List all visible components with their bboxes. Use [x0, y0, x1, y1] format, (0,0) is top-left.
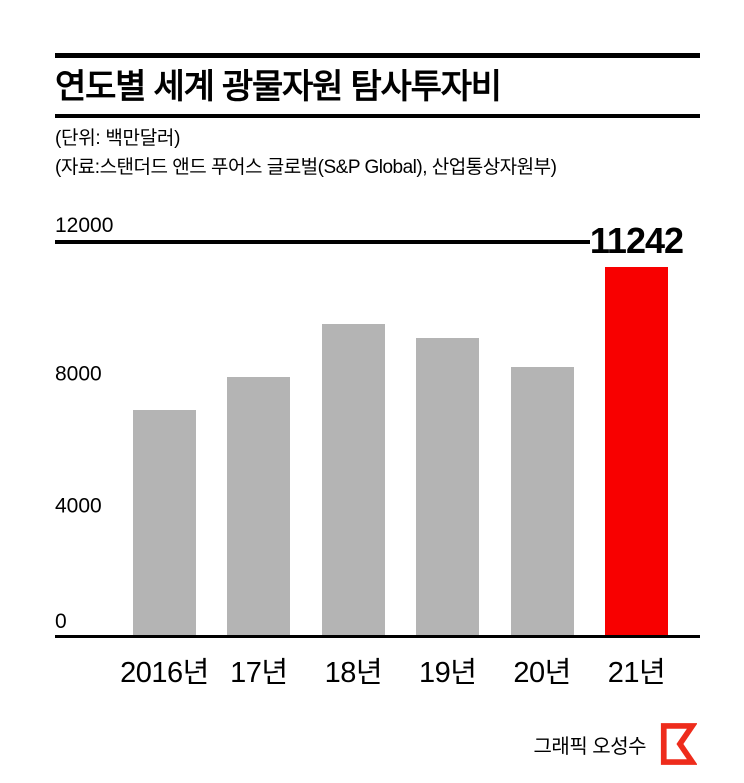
title-underline: [55, 113, 700, 118]
y-tick-label-12000: 12000: [55, 214, 114, 238]
bar-17년: [227, 377, 291, 638]
unit-label: (단위: 백만달러): [55, 127, 181, 149]
x-tick-label-20년: 20년: [513, 657, 571, 690]
x-axis-labels: 2016년 17년 18년 19년 20년 21년: [120, 649, 668, 691]
source-label: (자료:스탠더드 앤드 푸어스 글로벌(S&P Global), 산업통상자원부…: [55, 157, 557, 179]
x-tick-label-21년: 21년: [607, 657, 666, 690]
x-tick-label-17년: 17년: [230, 657, 288, 690]
plot-area: 0 4000 8000 12000 11242: [55, 215, 700, 639]
y-tick-label-4000: 4000: [55, 494, 102, 518]
bar-21년: 11242: [590, 220, 684, 638]
page-title: 연도별 세계 광물자원 탐사투자비: [55, 68, 502, 106]
bar-chart: 0 4000 8000 12000 11242 2016년 17년 18년 19년 20년 21…: [55, 215, 700, 691]
footer: 그래픽 오성수: [534, 721, 697, 767]
x-tick-label-18년: 18년: [324, 657, 383, 690]
bar-20년: [510, 367, 574, 638]
bar-18년: [321, 324, 385, 638]
top-gridline: [55, 240, 590, 245]
credit-label: 그래픽 오성수: [533, 735, 647, 758]
publisher-logo-icon: [660, 723, 697, 765]
y-tick-label-0: 0: [55, 610, 67, 634]
y-tick-label-8000: 8000: [55, 362, 102, 386]
top-rule: [55, 53, 700, 58]
x-tick-label-19년: 19년: [418, 657, 477, 690]
bars-container: 11242: [133, 220, 684, 638]
highlight-value-label: 11242: [589, 220, 684, 262]
x-axis-line: [55, 635, 700, 639]
bar-19년: [416, 337, 480, 638]
bar-2016년: [133, 410, 196, 638]
x-tick-label-2016년: 2016년: [120, 657, 209, 690]
